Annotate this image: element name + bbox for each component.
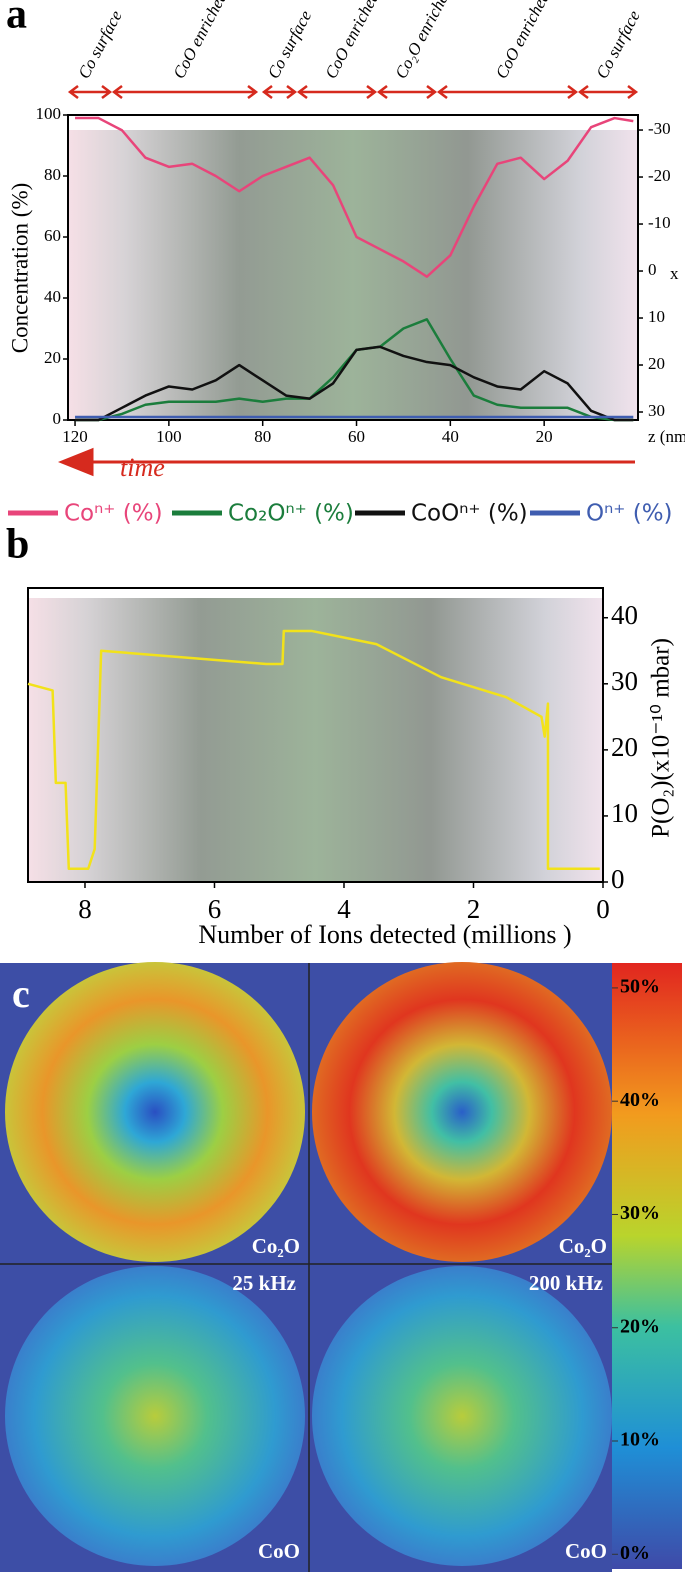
y2-tick-label: 20 [648, 354, 665, 373]
time-label: time [120, 453, 165, 482]
region-arrow [67, 85, 113, 99]
region-label: CoO enriched [169, 0, 231, 82]
heatmap [312, 962, 612, 1262]
map-label: CoO [258, 1539, 300, 1563]
region-label: Co surface [74, 7, 126, 82]
y2-tick-label: 40 [611, 600, 638, 630]
y2-tick-label: -20 [648, 166, 671, 185]
y-tick-label: 20 [44, 348, 61, 367]
atom-map [28, 598, 603, 882]
map-label: Co₂O [559, 1234, 607, 1258]
y-tick-label: 60 [44, 226, 61, 245]
y-tick-label: 80 [44, 165, 61, 184]
legend-label: Oⁿ⁺ (%) [586, 501, 673, 527]
region-arrow [436, 85, 579, 99]
legend-label: Coⁿ⁺ (%) [64, 501, 163, 527]
colorbar-label: 50% [620, 976, 660, 998]
series-line [27, 629, 600, 871]
x-tick-label: 20 [536, 427, 553, 446]
region-arrow [261, 85, 298, 99]
y2-axis-label: P(O₂)(x10⁻¹⁰ mbar) [648, 638, 675, 838]
x-tick-label: 4 [337, 894, 351, 924]
x-tick-label: 0 [596, 894, 610, 924]
frequency-label: 25 kHz [232, 1271, 296, 1295]
colorbar-label: 40% [620, 1089, 660, 1111]
series-line [75, 116, 634, 278]
series-line [75, 345, 634, 422]
colorbar-label: 20% [620, 1315, 660, 1337]
x-tick-label: 8 [78, 894, 92, 924]
panel-letter: b [6, 522, 29, 568]
region-label: CoO enriched [492, 0, 554, 82]
plot-frame [67, 114, 639, 421]
region-label: CoO enriched [321, 0, 383, 82]
time-arrow [57, 447, 635, 477]
y2-tick-label: 20 [611, 732, 638, 762]
colorbar-label: 10% [620, 1429, 660, 1451]
y2-axis-label: x [670, 264, 679, 283]
y2-tick-label: 10 [611, 798, 638, 828]
x-tick-label: 60 [348, 427, 365, 446]
y2-tick-label: -30 [648, 119, 671, 138]
region-arrow [296, 85, 378, 99]
map-label: Co₂O [252, 1234, 300, 1258]
map-label: CoO [565, 1539, 607, 1563]
x-tick-label: 80 [254, 427, 271, 446]
x-tick-label: 6 [208, 894, 222, 924]
region-label: Co surface [264, 7, 316, 82]
region-label: Co₂O enriched [391, 0, 456, 82]
legend-label: Co₂Oⁿ⁺ (%) [228, 501, 354, 527]
y2-tick-label: 0 [648, 260, 657, 279]
heatmap [5, 962, 305, 1262]
x-tick-label: 120 [62, 427, 88, 446]
panel-letter: a [6, 0, 27, 38]
colorbar [612, 963, 682, 1569]
y-axis-label: Concentration (%) [7, 183, 32, 354]
y-tick-label: 100 [36, 104, 62, 123]
colorbar-label: 0% [620, 1542, 650, 1564]
region-label: Co surface [592, 7, 644, 82]
legend-label: CoOⁿ⁺ (%) [411, 501, 528, 527]
frequency-label: 200 kHz [529, 1271, 603, 1295]
x-tick-label: 100 [156, 427, 182, 446]
heatmap [312, 1266, 612, 1566]
panel-letter: c [12, 971, 30, 1016]
region-arrow [111, 85, 259, 99]
x-tick-label: 2 [467, 894, 481, 924]
region-arrow [577, 85, 639, 99]
y-tick-label: 0 [53, 409, 62, 428]
x-axis-label: z (nm) [648, 427, 685, 446]
x-tick-label: 40 [442, 427, 459, 446]
colorbar-label: 30% [620, 1202, 660, 1224]
y2-tick-label: 0 [611, 864, 625, 894]
y2-tick-label: -10 [648, 213, 671, 232]
x-axis-label: Number of Ions detected (millions ) [198, 920, 571, 949]
y2-tick-label: 30 [648, 401, 665, 420]
y2-tick-label: 30 [611, 666, 638, 696]
y-tick-label: 40 [44, 287, 61, 306]
heatmap [5, 1266, 305, 1566]
plot-frame [27, 587, 604, 883]
y2-tick-label: 10 [648, 307, 665, 326]
region-arrow [376, 85, 438, 99]
